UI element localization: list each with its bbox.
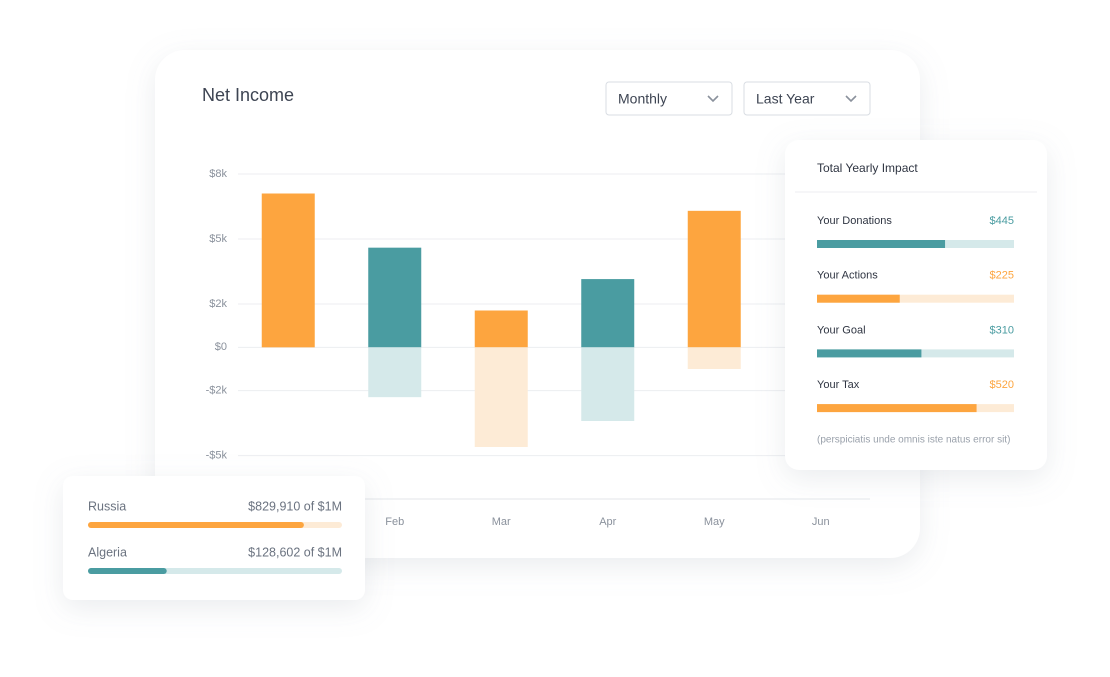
progress-bar <box>88 568 167 574</box>
bar <box>581 347 635 421</box>
bar <box>474 310 528 348</box>
progress-bar <box>817 349 922 358</box>
dropdown[interactable]: Last Year <box>743 81 871 116</box>
impact-label: Your Donations <box>817 215 892 227</box>
x-tick-label: Feb <box>385 516 404 528</box>
dropdown-label[interactable]: Last Year <box>756 91 815 107</box>
impact-amount: $310 <box>990 324 1014 336</box>
bar-chart: $8k $5k $2k $0 -$2k -$5k Feb Mar Apr May Jun <box>206 168 870 528</box>
impact-label: Your Goal <box>817 324 866 336</box>
y-tick-label: -$2k <box>206 385 228 397</box>
y-tick-label: $0 <box>215 341 227 353</box>
country-amount: $829,910 of $1M <box>248 499 342 513</box>
progress-track <box>817 294 1014 303</box>
country-amount: $128,602 of $1M <box>248 545 342 559</box>
bar <box>687 347 741 369</box>
dropdown[interactable]: Monthly <box>605 81 733 116</box>
x-tick-label: Apr <box>599 516 616 528</box>
impact-list: Your Donations $445 Your Actions $225 Your G… <box>817 215 1014 413</box>
impact-amount: $225 <box>990 270 1014 282</box>
y-tick-label: $5k <box>209 233 227 245</box>
y-tick-label: $2k <box>209 298 227 310</box>
progress-bar <box>88 522 304 528</box>
bar <box>687 210 741 348</box>
country-list: Russia $829,910 of $1M Algeria $128,602 of … <box>88 499 342 574</box>
y-tick-label: $8k <box>209 168 227 180</box>
x-tick-label: Mar <box>492 516 511 528</box>
impact-note: (perspiciatis unde omnis iste natus erro… <box>817 435 1010 446</box>
dropdown-label[interactable]: Monthly <box>618 91 667 107</box>
bar <box>261 193 315 348</box>
progress-bar <box>817 240 946 248</box>
bar <box>474 347 528 447</box>
impact-amount: $445 <box>990 215 1014 227</box>
card-title: Net Income <box>202 85 294 105</box>
progress-bar <box>817 404 977 413</box>
bar <box>368 347 422 398</box>
country-name: Russia <box>88 499 126 513</box>
y-tick-label: -$5k <box>206 450 228 462</box>
impact-amount: $520 <box>990 379 1014 391</box>
impact-label: Your Tax <box>817 379 860 391</box>
x-tick-label: Jun <box>812 516 830 528</box>
progress-bar <box>817 294 900 303</box>
impact-label: Your Actions <box>817 270 878 282</box>
country-name: Algeria <box>88 545 127 559</box>
country-card <box>63 476 365 600</box>
bar <box>368 247 422 348</box>
impact-card <box>785 140 1047 470</box>
bar <box>581 279 635 348</box>
impact-title: Total Yearly Impact <box>817 161 918 175</box>
x-tick-label: May <box>704 516 725 528</box>
